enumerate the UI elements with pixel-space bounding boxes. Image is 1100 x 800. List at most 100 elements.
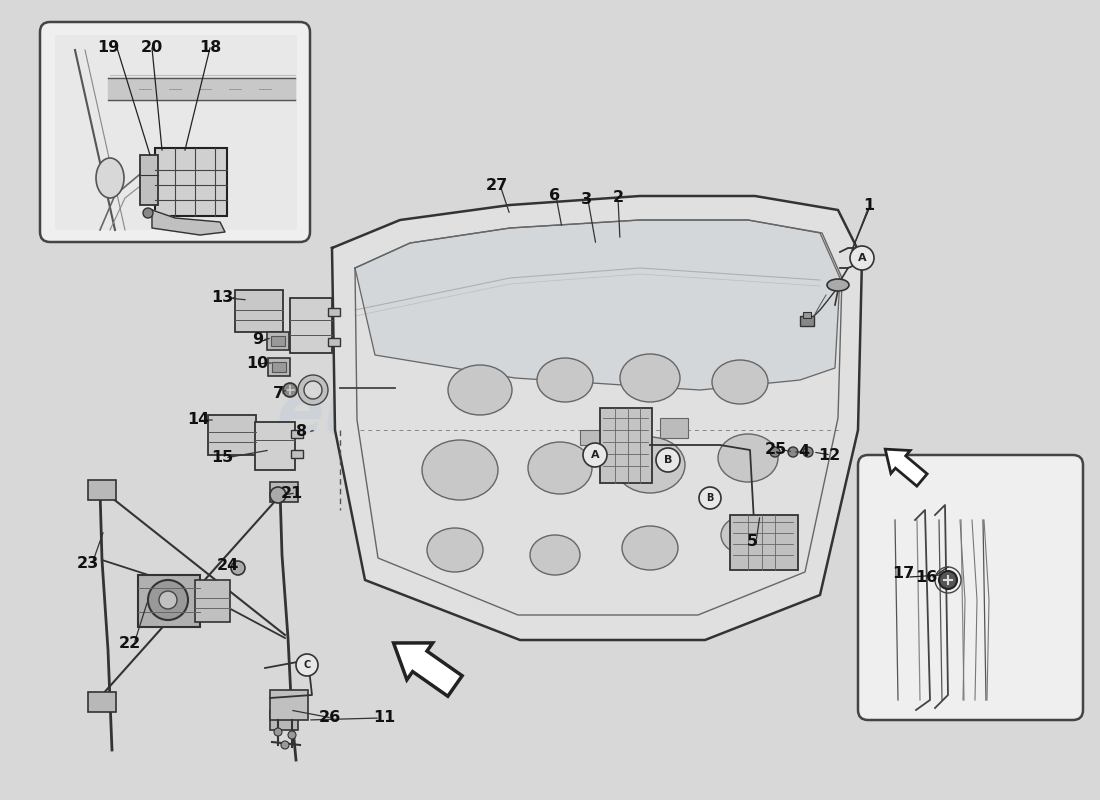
Circle shape — [148, 580, 188, 620]
Ellipse shape — [422, 440, 498, 500]
Text: 20: 20 — [141, 41, 163, 55]
Bar — [140, 155, 158, 205]
Text: 24: 24 — [217, 558, 239, 574]
Circle shape — [160, 591, 177, 609]
Circle shape — [698, 487, 720, 509]
Ellipse shape — [621, 526, 678, 570]
Ellipse shape — [96, 158, 124, 198]
Ellipse shape — [427, 528, 483, 572]
Polygon shape — [886, 449, 927, 486]
Bar — [271, 336, 285, 346]
Circle shape — [803, 447, 813, 457]
Bar — [290, 298, 332, 353]
Text: 4: 4 — [799, 445, 810, 459]
Text: 14: 14 — [187, 413, 209, 427]
Bar — [88, 692, 116, 712]
Bar — [270, 690, 308, 720]
Text: 23: 23 — [77, 557, 99, 571]
Circle shape — [270, 487, 286, 503]
Text: 22: 22 — [119, 637, 141, 651]
Text: B: B — [706, 493, 714, 503]
Text: 1: 1 — [864, 198, 874, 214]
Circle shape — [280, 741, 289, 749]
Ellipse shape — [827, 279, 849, 291]
Ellipse shape — [718, 434, 778, 482]
Polygon shape — [152, 210, 226, 235]
Text: 10: 10 — [246, 355, 268, 370]
Circle shape — [583, 443, 607, 467]
Polygon shape — [332, 196, 862, 640]
Text: 8: 8 — [296, 425, 308, 439]
Bar — [620, 420, 650, 440]
Text: B: B — [663, 455, 672, 465]
Bar — [270, 482, 298, 502]
Ellipse shape — [528, 442, 592, 494]
Circle shape — [770, 447, 780, 457]
Circle shape — [274, 728, 282, 736]
Bar — [272, 362, 286, 372]
Text: 21: 21 — [280, 486, 304, 501]
Ellipse shape — [720, 516, 769, 554]
Text: A: A — [858, 253, 867, 263]
Ellipse shape — [615, 437, 685, 493]
Polygon shape — [394, 643, 462, 696]
Text: 2: 2 — [613, 190, 624, 206]
Text: 25: 25 — [764, 442, 788, 457]
Bar — [730, 515, 798, 570]
Ellipse shape — [537, 358, 593, 402]
Text: 18: 18 — [199, 41, 221, 55]
Bar — [138, 575, 200, 627]
Bar — [660, 418, 688, 438]
Text: 11: 11 — [373, 710, 395, 726]
Text: 6: 6 — [549, 189, 561, 203]
Circle shape — [143, 208, 153, 218]
Text: 17: 17 — [892, 566, 914, 581]
Circle shape — [231, 561, 245, 575]
Text: A: A — [591, 450, 600, 460]
Ellipse shape — [620, 354, 680, 402]
Text: 16: 16 — [915, 570, 937, 586]
Text: 26: 26 — [319, 710, 341, 726]
FancyBboxPatch shape — [858, 455, 1084, 720]
Text: 7: 7 — [273, 386, 284, 401]
Circle shape — [296, 654, 318, 676]
Bar — [55, 35, 297, 230]
Bar — [235, 290, 283, 332]
Circle shape — [788, 447, 798, 457]
Bar — [155, 148, 227, 216]
Text: 5: 5 — [747, 534, 758, 550]
Bar — [255, 422, 295, 470]
Text: eurocarparts: eurocarparts — [277, 382, 783, 449]
Polygon shape — [108, 78, 295, 100]
Text: 13: 13 — [211, 290, 233, 306]
Bar — [803, 312, 811, 318]
Circle shape — [939, 571, 957, 589]
Text: 12: 12 — [818, 447, 840, 462]
Text: C: C — [304, 660, 310, 670]
Text: 3: 3 — [581, 193, 592, 207]
Ellipse shape — [712, 360, 768, 404]
Circle shape — [288, 731, 296, 739]
Text: 27: 27 — [486, 178, 508, 193]
Bar — [580, 430, 602, 445]
Bar — [208, 415, 256, 455]
Circle shape — [656, 448, 680, 472]
Text: 15: 15 — [211, 450, 233, 466]
Bar — [268, 358, 290, 376]
Ellipse shape — [530, 535, 580, 575]
Bar — [270, 710, 298, 730]
Text: 19: 19 — [97, 41, 119, 55]
Bar — [292, 450, 302, 458]
Bar — [600, 408, 652, 483]
Bar — [195, 580, 230, 622]
Text: 9: 9 — [252, 333, 264, 347]
Bar — [328, 338, 340, 346]
Polygon shape — [355, 220, 840, 390]
Ellipse shape — [448, 365, 512, 415]
Bar — [292, 430, 302, 438]
FancyBboxPatch shape — [40, 22, 310, 242]
Circle shape — [283, 383, 297, 397]
Bar — [328, 308, 340, 316]
Circle shape — [850, 246, 875, 270]
Bar — [88, 480, 116, 500]
